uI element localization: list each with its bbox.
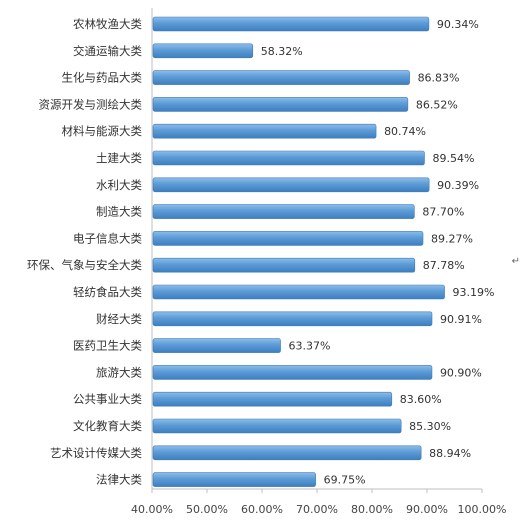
value-label: 89.54% xyxy=(432,152,474,165)
value-label: 90.39% xyxy=(437,179,479,192)
x-tick-label: 80.00% xyxy=(351,503,393,516)
bar xyxy=(152,43,254,59)
bar xyxy=(152,257,416,273)
value-label: 80.74% xyxy=(384,125,426,138)
value-label: 69.75% xyxy=(324,474,366,487)
bar xyxy=(152,391,393,407)
value-label: 58.32% xyxy=(261,45,303,58)
value-label: 63.37% xyxy=(289,340,331,353)
category-label: 资源开发与测绘大类 xyxy=(39,97,143,111)
bar xyxy=(152,177,430,193)
bar xyxy=(152,204,415,219)
value-label: 90.34% xyxy=(437,18,479,31)
category-label: 材料与能源大类 xyxy=(62,124,143,138)
value-label: 86.52% xyxy=(416,98,458,111)
value-label: 89.27% xyxy=(431,232,473,245)
value-label: 85.30% xyxy=(409,420,451,433)
plot-area: 40.00% 50.00% 60.00% 70.00% 80.00% 90.00% 100.… xyxy=(27,8,506,516)
x-tick-label: 60.00% xyxy=(241,503,283,516)
value-label: 90.90% xyxy=(440,366,482,379)
category-label: 医药卫生大类 xyxy=(73,339,142,353)
value-label: 83.60% xyxy=(400,393,442,406)
bar xyxy=(152,418,402,434)
category-label: 农林牧渔大类 xyxy=(73,17,142,31)
bar xyxy=(152,365,433,380)
bar xyxy=(152,97,409,112)
category-label: 轻纺食品大类 xyxy=(73,285,142,299)
bar xyxy=(152,338,281,353)
category-label: 财经大类 xyxy=(96,312,142,326)
category-label: 电子信息大类 xyxy=(73,231,142,245)
category-label: 艺术设计传媒大类 xyxy=(50,446,142,460)
category-label: 文化教育大类 xyxy=(73,419,142,433)
bar xyxy=(152,231,424,246)
category-label: 旅游大类 xyxy=(96,365,142,379)
paragraph-mark: ↵ xyxy=(511,256,520,267)
value-label: 90.91% xyxy=(440,313,482,326)
bar xyxy=(152,16,430,32)
category-label: 公共事业大类 xyxy=(73,392,142,406)
category-label: 法律大类 xyxy=(96,473,142,487)
bar xyxy=(152,311,433,327)
x-tick-label: 70.00% xyxy=(296,503,338,516)
x-tick-label: 40.00% xyxy=(131,503,173,516)
bar xyxy=(152,123,377,139)
category-label: 生化与药品大类 xyxy=(62,71,143,85)
value-label: 93.19% xyxy=(453,286,495,299)
bar xyxy=(152,472,316,487)
value-label: 87.78% xyxy=(423,259,465,272)
category-label: 环保、气象与安全大类 xyxy=(27,258,142,272)
x-tick-label: 100.00% xyxy=(458,503,507,516)
x-tick-label: 50.00% xyxy=(186,503,228,516)
value-label: 88.94% xyxy=(429,447,471,460)
bar xyxy=(152,150,425,166)
category-label: 制造大类 xyxy=(96,205,142,219)
bar xyxy=(152,284,445,300)
category-label: 水利大类 xyxy=(96,178,142,192)
bar xyxy=(152,445,422,461)
value-label: 87.70% xyxy=(422,206,464,219)
category-label: 交通运输大类 xyxy=(73,44,142,58)
x-tick-label: 90.00% xyxy=(406,503,448,516)
value-label: 86.83% xyxy=(418,72,460,85)
category-label: 土建大类 xyxy=(96,151,142,165)
bar xyxy=(152,70,410,85)
